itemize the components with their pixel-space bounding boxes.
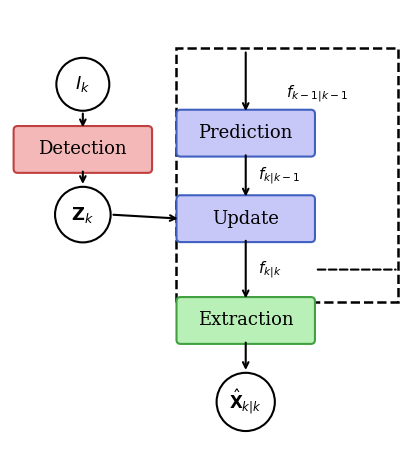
Text: $\mathbf{Z}_k$: $\mathbf{Z}_k$ [71, 205, 94, 225]
Circle shape [55, 187, 110, 242]
FancyBboxPatch shape [13, 126, 152, 173]
Text: $f_{k|k-1}$: $f_{k|k-1}$ [257, 165, 299, 186]
Text: $f_{k|k}$: $f_{k|k}$ [257, 259, 281, 280]
Circle shape [56, 58, 109, 111]
FancyBboxPatch shape [176, 195, 314, 242]
Text: $f_{k-1|k-1}$: $f_{k-1|k-1}$ [286, 83, 348, 104]
Text: Prediction: Prediction [198, 124, 292, 142]
Text: Update: Update [212, 210, 279, 228]
Text: Extraction: Extraction [198, 311, 293, 329]
FancyBboxPatch shape [176, 110, 314, 156]
Circle shape [216, 373, 274, 431]
Text: $I_k$: $I_k$ [75, 74, 90, 94]
Text: $\hat{\mathbf{X}}_{k|k}$: $\hat{\mathbf{X}}_{k|k}$ [229, 388, 261, 416]
Text: Detection: Detection [38, 140, 127, 158]
FancyBboxPatch shape [176, 297, 314, 344]
